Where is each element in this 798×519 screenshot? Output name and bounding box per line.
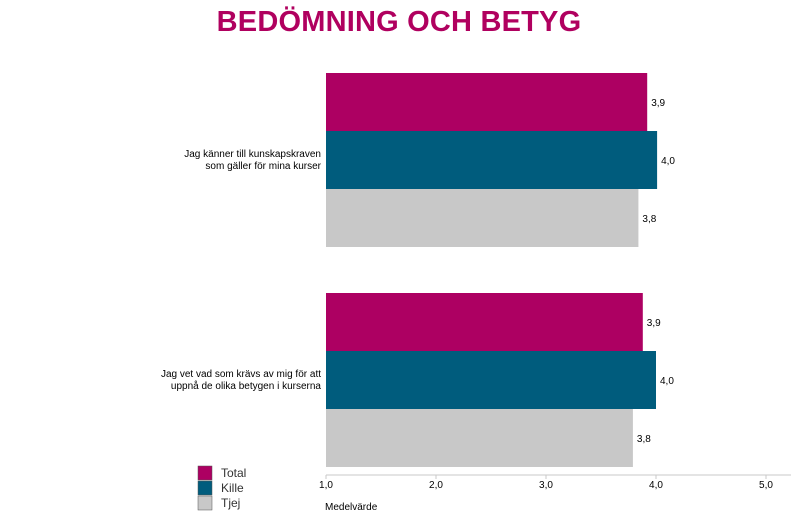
value-label-kille-2: 4,0 bbox=[660, 376, 674, 387]
bar-tjej-2 bbox=[326, 409, 633, 467]
legend-swatch-total bbox=[197, 465, 213, 481]
legend-label-total: Total bbox=[221, 466, 246, 480]
value-label-tjej-2: 3,8 bbox=[637, 434, 651, 445]
category-label-2-line-1: Jag vet vad som krävs av mig för att bbox=[161, 369, 321, 380]
value-label-kille-1: 4,0 bbox=[661, 156, 675, 167]
legend-label-tjej: Tjej bbox=[221, 496, 240, 510]
x-tick-label-5: 5,0 bbox=[759, 480, 773, 491]
value-label-tjej-1: 3,8 bbox=[642, 214, 656, 225]
legend-swatch-tjej bbox=[197, 495, 213, 511]
bars-group bbox=[326, 73, 658, 467]
legend-label-kille: Kille bbox=[221, 481, 244, 495]
x-tick-label-1: 1,0 bbox=[319, 480, 333, 491]
category-label-1-line-1: Jag känner till kunskapskraven bbox=[184, 149, 321, 160]
bar-total-2 bbox=[326, 293, 643, 351]
x-axis-title: Medelvärde bbox=[325, 502, 378, 513]
x-tick-label-4: 4,0 bbox=[649, 480, 663, 491]
value-labels-group: 3,9 4,0 3,8 3,9 4,0 3,8 bbox=[637, 98, 676, 445]
legend-swatch-kille bbox=[197, 480, 213, 496]
x-tick-label-3: 3,0 bbox=[539, 480, 553, 491]
bar-total-1 bbox=[326, 73, 648, 131]
bar-kille-1 bbox=[326, 131, 658, 189]
x-ticks-group: 1,0 2,0 3,0 4,0 5,0 bbox=[319, 475, 773, 491]
chart-title: BEDÖMNING OCH BETYG bbox=[216, 6, 582, 38]
category-label-2-line-2: uppnå de olika betygen i kurserna bbox=[171, 380, 322, 392]
category-label-1-line-2: som gäller för mina kurser bbox=[205, 161, 321, 172]
bar-tjej-1 bbox=[326, 189, 639, 247]
value-label-total-1: 3,9 bbox=[651, 98, 665, 109]
x-tick-label-2: 2,0 bbox=[429, 480, 443, 491]
value-label-total-2: 3,9 bbox=[647, 318, 661, 329]
bar-kille-2 bbox=[326, 351, 656, 409]
